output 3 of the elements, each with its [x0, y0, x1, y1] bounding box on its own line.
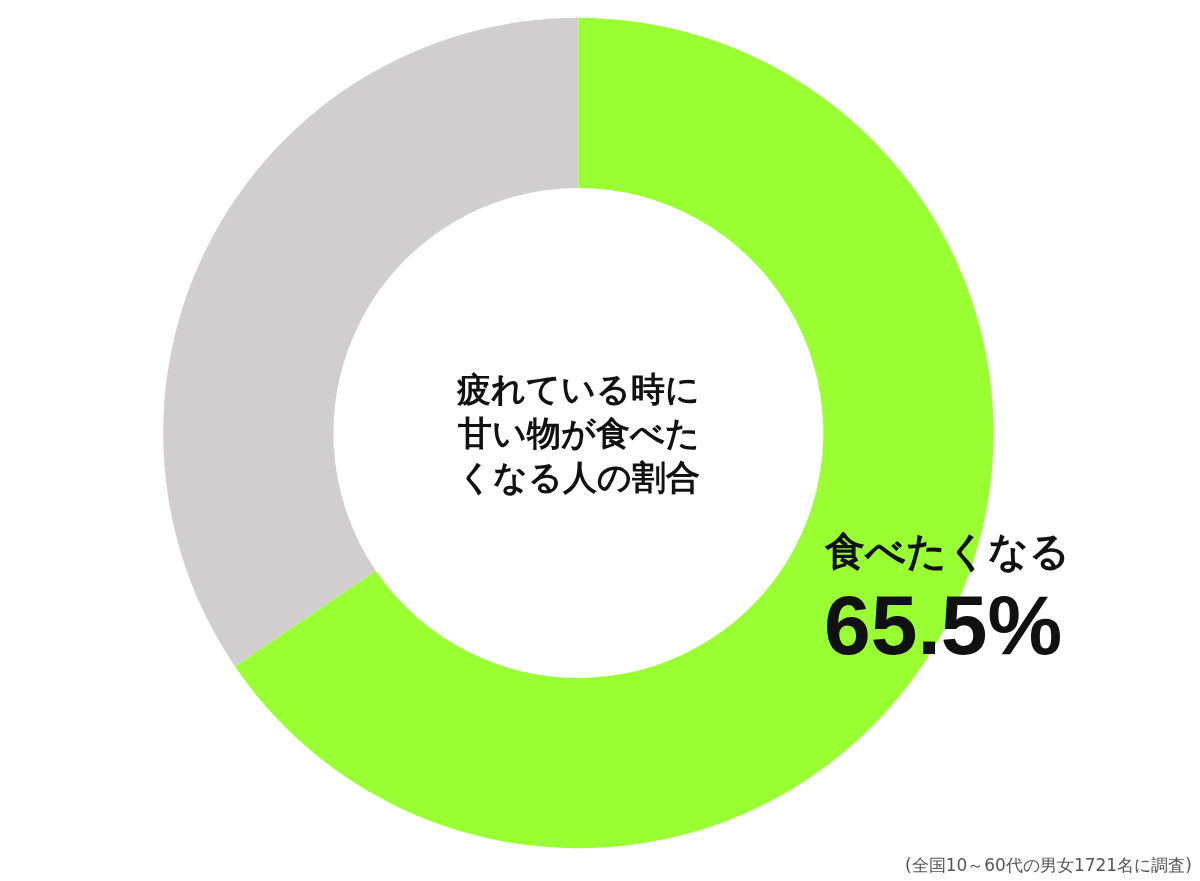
slice-label: 食べたくなる [824, 528, 1070, 574]
text: (全国10～60代の男女1721名に調査) [905, 855, 1192, 875]
text: 疲れている時に甘い物が食べたくなる人の割合 [456, 369, 700, 498]
